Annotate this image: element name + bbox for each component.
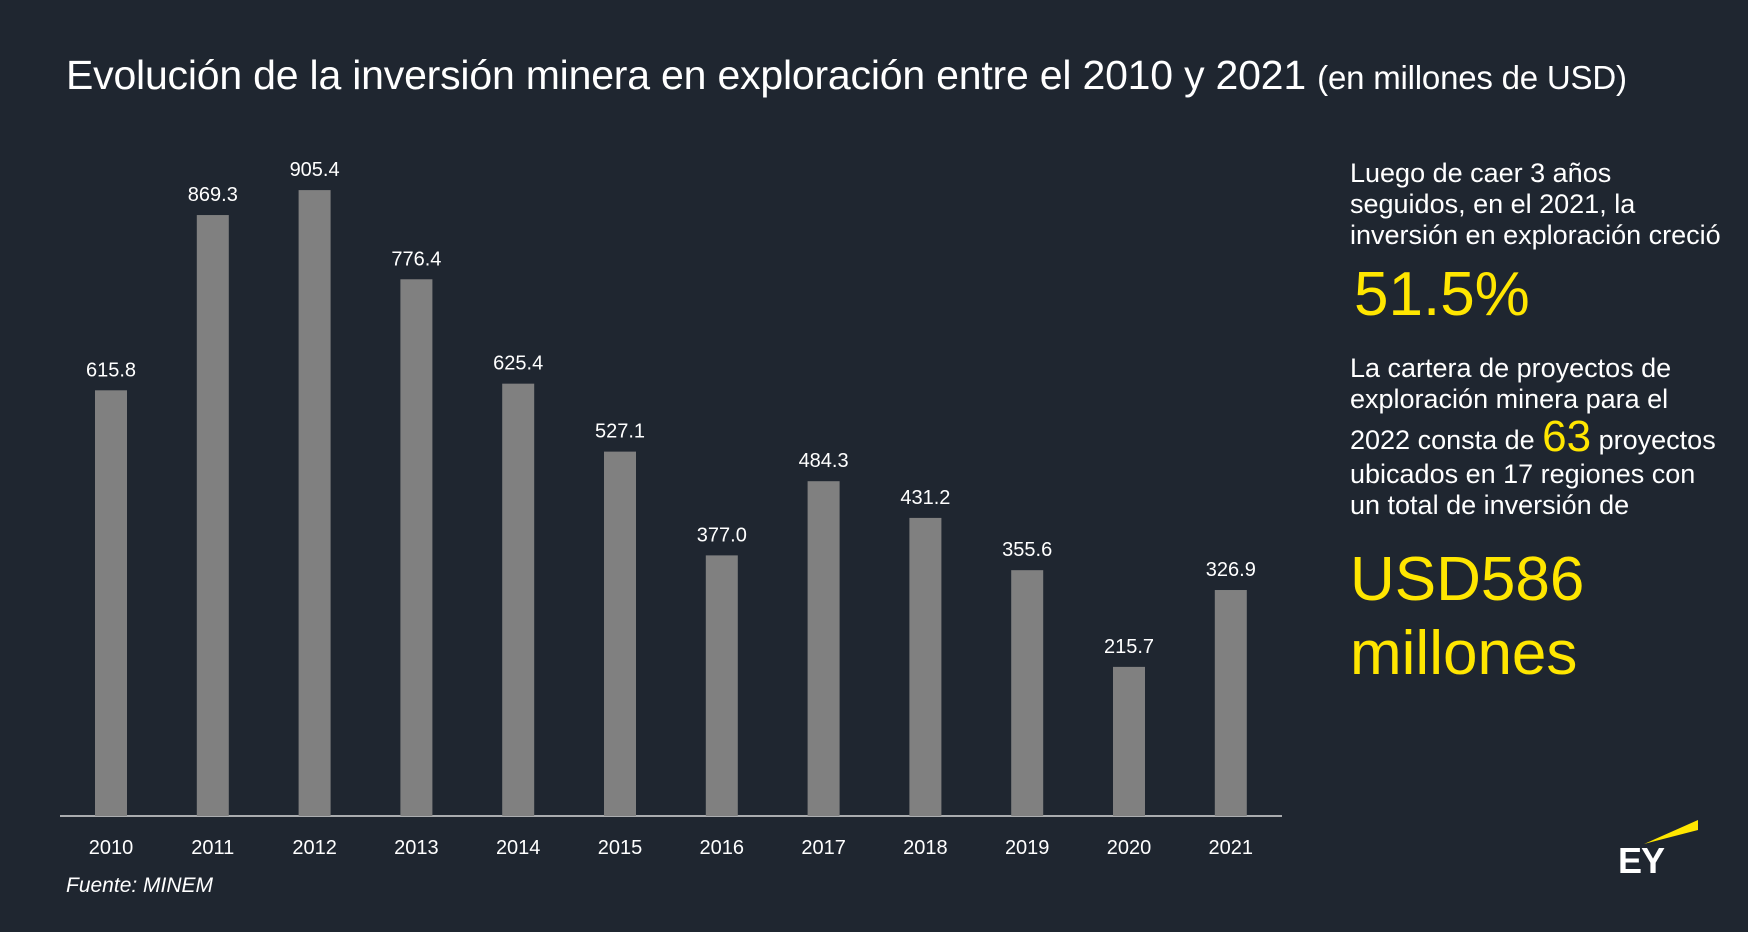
bar-2020 xyxy=(1113,666,1145,816)
x-tick-label-2019: 2019 xyxy=(1005,837,1050,859)
ey-logo-icon xyxy=(1644,820,1698,844)
project-count: 63 xyxy=(1542,412,1592,461)
bar-2012 xyxy=(298,190,331,816)
ey-logo-text: EY xyxy=(1618,840,1665,881)
x-tick-label-2016: 2016 xyxy=(700,837,745,859)
bar-2017 xyxy=(807,481,840,816)
bar-value-label-2011: 869.3 xyxy=(188,184,238,206)
bar-value-label-2020: 215.7 xyxy=(1104,636,1154,658)
bar-2015 xyxy=(604,451,636,816)
bar-value-label-2014: 625.4 xyxy=(493,353,543,375)
x-tick-label-2018: 2018 xyxy=(903,837,948,859)
bar-2011 xyxy=(196,215,229,816)
bar-2010 xyxy=(95,390,127,816)
bar-2021 xyxy=(1214,590,1247,816)
x-tick-label-2014: 2014 xyxy=(496,837,541,859)
x-tick-label-2010: 2010 xyxy=(89,837,134,859)
bar-2018 xyxy=(909,517,942,816)
side-text-2-main: La cartera de proyectos de exploración m… xyxy=(1350,353,1672,455)
bar-chart: 615.8 2010 869.3 2011 905.4 2012 776.4 2013 625.… xyxy=(60,159,1282,859)
x-tick-label-2021: 2021 xyxy=(1209,837,1254,859)
bar-2019 xyxy=(1011,570,1044,816)
chart-title-main: Evolución de la inversión minera en expl… xyxy=(66,52,1306,98)
side-text-2: La cartera de proyectos de exploración m… xyxy=(1350,353,1730,521)
x-tick-label-2013: 2013 xyxy=(394,837,439,859)
source-note: Fuente: MINEM xyxy=(66,874,214,897)
x-tick-label-2015: 2015 xyxy=(598,837,643,859)
bar-value-label-2010: 615.8 xyxy=(86,359,136,381)
bar-value-label-2016: 377.0 xyxy=(697,524,747,546)
chart-title: Evolución de la inversión minera en expl… xyxy=(66,52,1627,99)
bar-value-label-2019: 355.6 xyxy=(1002,539,1052,561)
bar-value-label-2021: 326.9 xyxy=(1206,559,1256,581)
bar-value-label-2013: 776.4 xyxy=(391,248,441,270)
bar-value-label-2017: 484.3 xyxy=(799,450,849,472)
bar-2013 xyxy=(400,279,433,817)
side-panel: Luego de caer 3 años seguidos, en el 202… xyxy=(1350,158,1730,691)
x-tick-label-2020: 2020 xyxy=(1107,837,1152,859)
bar-value-label-2015: 527.1 xyxy=(595,421,645,443)
bar-2016 xyxy=(705,555,738,816)
x-tick-label-2017: 2017 xyxy=(801,837,846,859)
total-investment: USD586 millones xyxy=(1350,545,1585,688)
bar-2014 xyxy=(502,383,535,816)
side-text-3: proyectos ubicados en 17 regiones con un… xyxy=(1350,425,1716,520)
bar-value-label-2018: 431.2 xyxy=(900,487,950,509)
x-tick-label-2011: 2011 xyxy=(191,837,234,859)
side-text-1: Luego de caer 3 años seguidos, en el 202… xyxy=(1350,158,1721,250)
x-tick-label-2012: 2012 xyxy=(292,837,337,859)
chart-title-unit: (en millones de USD) xyxy=(1317,59,1627,96)
growth-percentage: 51.5% xyxy=(1354,260,1530,329)
bar-value-label-2012: 905.4 xyxy=(290,159,340,181)
